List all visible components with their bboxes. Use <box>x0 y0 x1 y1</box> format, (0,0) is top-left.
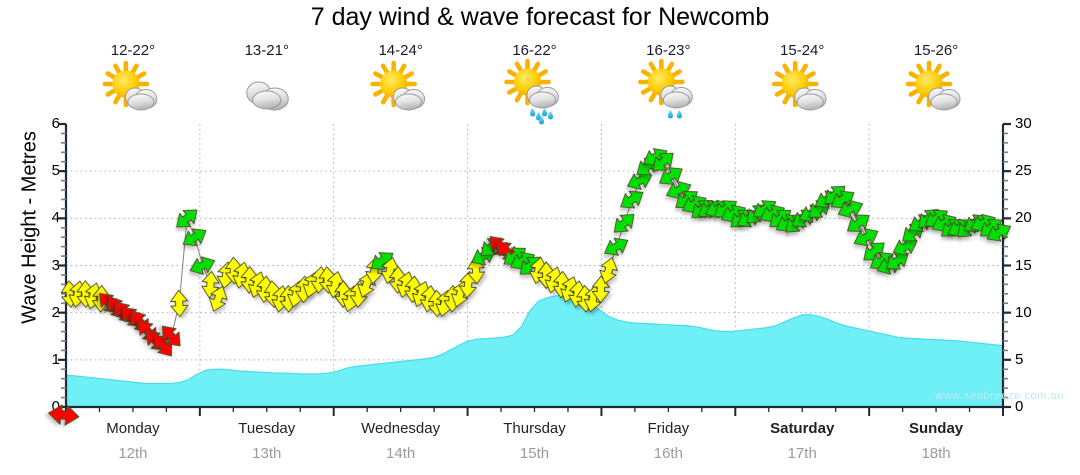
day-date-tuesday: 13th <box>252 445 282 462</box>
day-date-friday: 16th <box>653 445 683 462</box>
left-tick-1: 1 <box>51 350 60 368</box>
cloud-icon <box>243 65 291 121</box>
watermark: www.seabreeze.com.au <box>935 390 1064 402</box>
day-date-thursday: 15th <box>519 445 550 462</box>
day-header-monday: 12-22° <box>66 42 200 59</box>
day-name-friday: Friday <box>647 420 690 437</box>
day-date-saturday: 17th <box>787 445 817 462</box>
page-title: 7 day wind & wave forecast for Newcomb <box>310 3 770 31</box>
day-header-saturday: 15-24° <box>735 42 869 59</box>
sun-cloud-icon <box>109 65 157 121</box>
sun-cloud-drizzle-icon <box>644 65 692 121</box>
left-tick-4: 4 <box>51 209 60 227</box>
right-tick-30: 30 <box>1015 115 1032 132</box>
right-tick-5: 5 <box>1015 350 1024 368</box>
sun-cloud-rain-icon <box>511 65 559 121</box>
left-tick-2: 2 <box>51 303 60 321</box>
left-tick-0: 0 <box>51 398 60 415</box>
day-name-tuesday: Tuesday <box>238 420 296 437</box>
right-tick-15: 15 <box>1015 256 1032 274</box>
day-name-thursday: Thursday <box>503 420 566 437</box>
left-tick-6: 6 <box>51 115 60 132</box>
day-header-wednesday: 14-24° <box>334 42 468 59</box>
day-name-sunday: Sunday <box>908 420 964 437</box>
wind-arrows <box>48 148 1012 426</box>
day-name-monday: Monday <box>106 420 160 437</box>
right-tick-10: 10 <box>1015 303 1032 321</box>
right-tick-25: 25 <box>1015 162 1032 180</box>
temperature-range: 15-26° <box>913 42 959 59</box>
day-header-tuesday: 13-21° <box>200 42 334 59</box>
temperature-range: 12-22° <box>110 42 156 59</box>
temperature-range: 16-23° <box>646 42 691 59</box>
temperature-range: 16-22° <box>512 42 557 59</box>
weather-icons <box>102 58 961 125</box>
day-date-wednesday: 14th <box>386 445 416 462</box>
day-header-thursday: 16-22° <box>468 42 602 59</box>
left-tick-3: 3 <box>51 256 60 274</box>
sun-cloud-icon <box>377 65 425 121</box>
day-date-monday: 12th <box>118 445 148 462</box>
day-date-sunday: 18th <box>921 445 951 462</box>
day-header-friday: 16-23° <box>601 42 735 59</box>
day-header-sunday: 15-26° <box>869 42 1003 59</box>
wave-height-area <box>65 294 1004 407</box>
day-name-wednesday: Wednesday <box>361 420 441 437</box>
sun-cloud-icon <box>912 65 960 121</box>
right-tick-20: 20 <box>1015 209 1032 227</box>
temperature-range: 14-24° <box>378 42 423 59</box>
right-tick-0: 0 <box>1015 398 1024 415</box>
sun-cloud-icon <box>778 65 826 121</box>
temperature-range: 15-24° <box>780 42 825 59</box>
left-tick-5: 5 <box>51 162 60 180</box>
day-name-saturday: Saturday <box>770 420 835 437</box>
temperature-range: 13-21° <box>244 42 289 59</box>
axis-lines <box>58 122 1011 416</box>
